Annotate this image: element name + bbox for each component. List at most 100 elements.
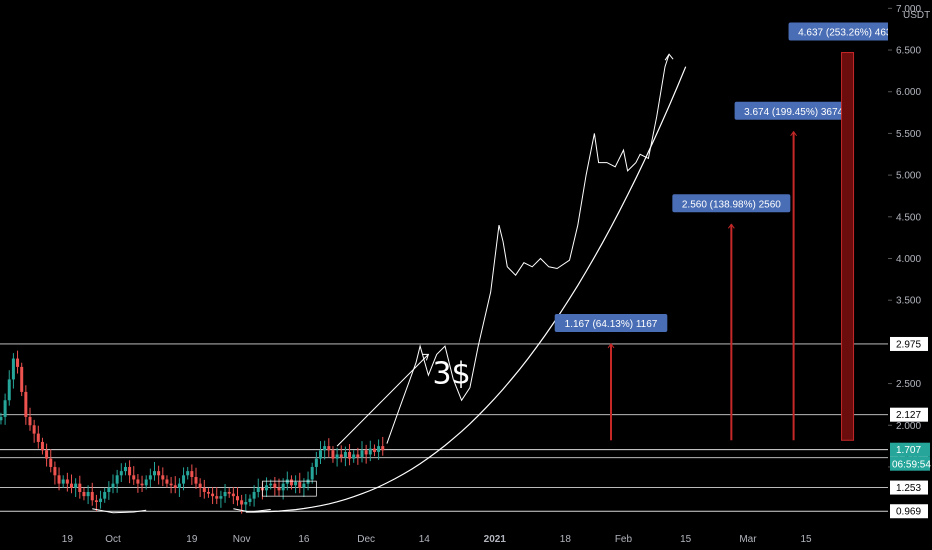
x-tick-label-2: 19 xyxy=(186,534,198,545)
level-badge-3 xyxy=(890,480,928,495)
candle-body-7 xyxy=(28,416,32,426)
y-tick-label-8: 2.500 xyxy=(896,379,921,390)
trend-arrow xyxy=(336,354,429,447)
candle-body-26 xyxy=(107,487,111,492)
candle-body-40 xyxy=(165,479,169,484)
x-tick-label-3: Nov xyxy=(233,534,251,545)
candle-body-3 xyxy=(11,358,15,380)
y-tick-label-5: 4.500 xyxy=(896,212,921,223)
candle-body-78 xyxy=(323,446,327,451)
candlesticks xyxy=(0,350,385,514)
projection-label-bg-0 xyxy=(554,313,668,332)
projection-label-1: 2.560 (138.98%) 2560 xyxy=(682,199,781,210)
candle-body-25 xyxy=(103,491,107,499)
level-badge-label-3: 1.253 xyxy=(896,483,921,494)
projection-bars: 1.167 (64.13%) 1167 2.560 (138.98%) 2560 3… xyxy=(554,22,907,441)
candle-body-87 xyxy=(360,450,364,457)
candle-body-6 xyxy=(24,391,28,417)
current-price-badge xyxy=(890,442,930,457)
candle-body-79 xyxy=(327,446,331,451)
candle-body-56 xyxy=(231,493,235,497)
candle-body-85 xyxy=(352,454,356,459)
candle-body-12 xyxy=(49,458,53,467)
candle-body-18 xyxy=(74,483,78,488)
roadmap-curve xyxy=(386,54,670,444)
x-tick-label-12: 15 xyxy=(800,534,812,545)
candle-body-68 xyxy=(281,483,285,491)
candle-body-43 xyxy=(177,483,181,488)
candle-body-58 xyxy=(240,500,244,505)
candle-body-42 xyxy=(173,485,177,488)
candle-body-27 xyxy=(111,483,115,488)
countdown-badge xyxy=(890,456,930,471)
projection-label-2: 3.674 (199.45%) 3674 xyxy=(744,107,843,118)
level-badge-1 xyxy=(890,407,928,422)
candle-body-71 xyxy=(294,481,298,486)
x-tick-label-7: 2021 xyxy=(484,534,507,545)
candle-body-30 xyxy=(123,466,127,472)
currency-label: USDT xyxy=(903,10,930,21)
level-badge-label-1: 2.127 xyxy=(896,410,921,421)
level-badge-label-4: 0.969 xyxy=(896,507,921,518)
x-tick-label-6: 14 xyxy=(419,534,431,545)
candle-body-35 xyxy=(144,479,148,486)
candle-body-54 xyxy=(223,491,227,497)
candle-body-46 xyxy=(190,471,194,477)
candle-body-74 xyxy=(306,479,310,484)
y-tick-label-3: 5.500 xyxy=(896,129,921,140)
candle-body-57 xyxy=(236,496,239,501)
projection-label-bg-1 xyxy=(672,194,791,213)
level-badge-0 xyxy=(890,336,928,351)
candle-body-9 xyxy=(36,433,40,442)
candle-body-10 xyxy=(40,441,44,451)
candle-body-88 xyxy=(364,450,368,455)
candle-body-37 xyxy=(153,471,156,476)
candle-body-84 xyxy=(348,451,352,459)
x-tick-label-0: 19 xyxy=(62,534,74,545)
candle-body-69 xyxy=(285,479,289,484)
candle-body-89 xyxy=(368,448,372,455)
candle-body-45 xyxy=(186,471,190,476)
candle-body-23 xyxy=(94,500,98,502)
x-tick-label-11: Mar xyxy=(739,534,757,545)
candle-body-2 xyxy=(7,379,11,401)
time-axis[interactable]: 19 Oct 19 Nov 16 Dec 14 2021 18 Feb 15 Mar 15 xyxy=(0,527,932,550)
candle-body-48 xyxy=(198,483,202,488)
candle-body-70 xyxy=(289,479,293,486)
projection-label-0: 1.167 (64.13%) 1167 xyxy=(565,319,658,330)
candle-body-49 xyxy=(202,487,206,492)
candle-body-15 xyxy=(61,479,65,484)
candle-body-31 xyxy=(128,466,132,476)
candle-body-80 xyxy=(331,450,335,459)
consolidation-box xyxy=(262,480,317,497)
candle-body-59 xyxy=(244,501,248,505)
candle-body-20 xyxy=(82,491,86,497)
y-tick-label-0: 7.000 xyxy=(896,4,921,15)
x-tick-label-10: 15 xyxy=(680,534,692,545)
annotation-3-dollar: 3$ xyxy=(433,357,471,392)
projection-label-bg-3 xyxy=(788,22,907,41)
projection-label-3: 4.637 (253.26%) 4637 xyxy=(798,28,897,39)
level-badge-label-0: 2.975 xyxy=(896,339,921,350)
candle-body-47 xyxy=(194,476,198,484)
candle-body-41 xyxy=(169,483,173,486)
candle-body-76 xyxy=(314,458,318,467)
candle-body-91 xyxy=(377,446,381,452)
candle-body-16 xyxy=(65,479,69,484)
candle-body-53 xyxy=(219,496,223,499)
trend-arrowhead xyxy=(422,353,430,361)
candle-body-11 xyxy=(45,450,49,459)
candle-body-73 xyxy=(302,483,306,488)
candle-body-36 xyxy=(148,475,152,480)
projection-arrow-0 xyxy=(607,343,615,349)
countdown-badge-label: 06:59:54 xyxy=(892,460,931,471)
x-tick-label-8: 18 xyxy=(560,534,572,545)
x-tick-label-1: Oct xyxy=(105,534,121,545)
candle-body-60 xyxy=(248,498,252,502)
freehand-drawings: 3$ xyxy=(92,53,687,514)
candle-body-0 xyxy=(0,416,3,421)
candle-body-92 xyxy=(381,446,385,451)
candle-body-29 xyxy=(119,471,123,476)
